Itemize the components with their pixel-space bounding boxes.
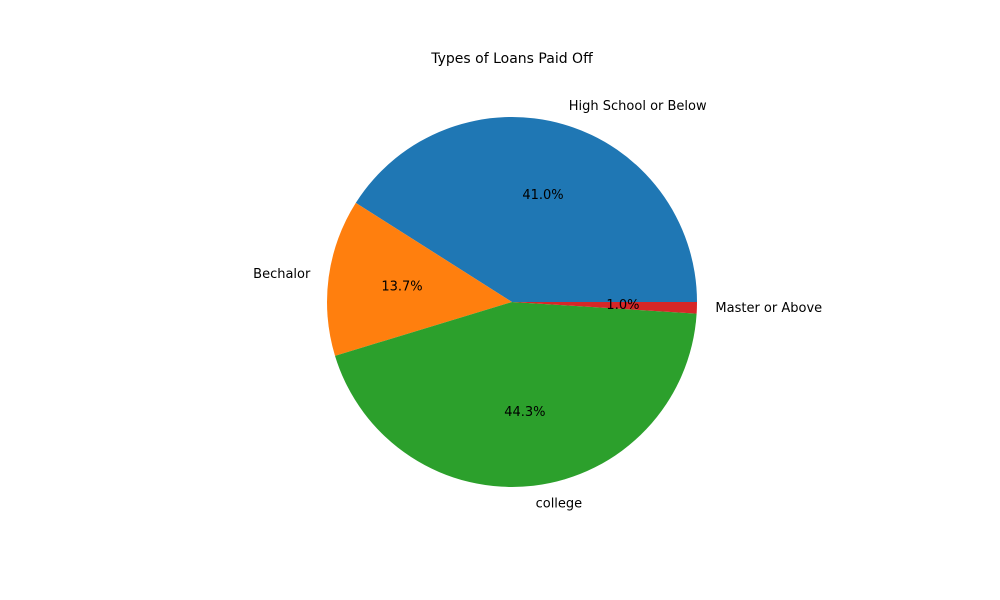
pie-slice-bechalor	[327, 202, 512, 356]
chart-title: Types of Loans Paid Off	[430, 51, 593, 67]
slice-percent-label: 41.0%	[522, 188, 563, 203]
slice-percent-label: 44.3%	[504, 405, 545, 420]
pie-slice-master-or-above	[512, 302, 697, 314]
slice-percent-label: 13.7%	[381, 280, 422, 295]
slice-label: Master or Above	[715, 301, 822, 316]
pie-slices	[327, 116, 697, 487]
slice-percent-label: 1.0%	[606, 298, 639, 313]
slice-label: Bechalor	[253, 267, 311, 282]
pie-slice-college	[335, 302, 697, 487]
pie-labels: High School or Below 41.0% Bechalor 13.7% co…	[253, 99, 822, 512]
slice-label: High School or Below	[569, 99, 707, 114]
slice-label: college	[536, 497, 583, 512]
pie-slice-high-school-or-below	[355, 116, 697, 303]
